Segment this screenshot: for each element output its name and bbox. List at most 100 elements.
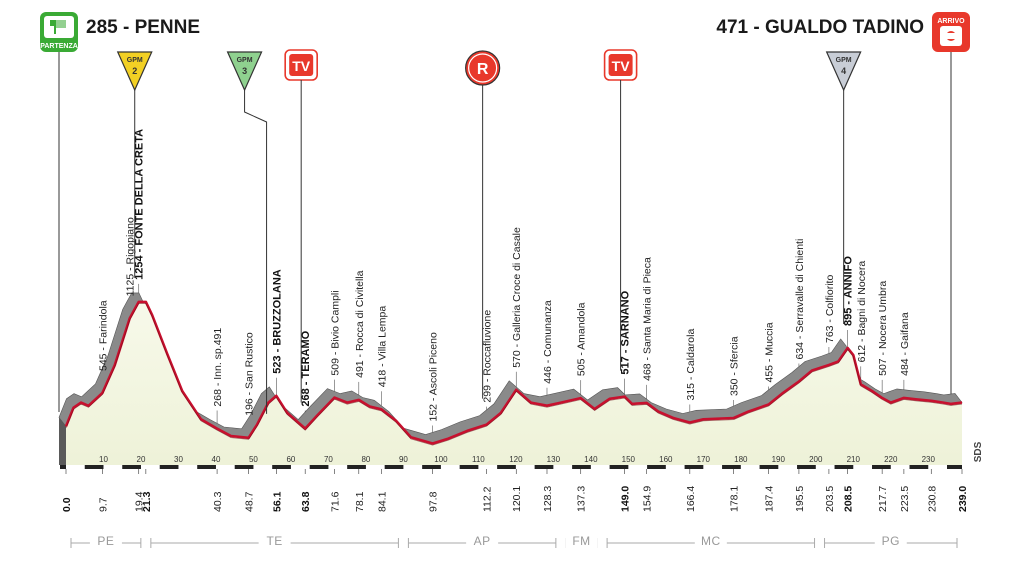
axis-km-segment <box>478 465 498 469</box>
km-label: 223.5 <box>899 486 911 512</box>
axis-tick-label: 170 <box>697 455 711 464</box>
region-label-bg <box>466 532 499 548</box>
gpm-category: 3 <box>242 66 247 76</box>
axis-km-segment <box>778 465 798 469</box>
axis-km-segment <box>515 465 535 469</box>
axis-tick-label: 220 <box>884 455 898 464</box>
start-badge-label: PARTENZA <box>40 43 78 50</box>
km-label: 56.1 <box>271 491 283 512</box>
axis-tick-label: 60 <box>286 455 295 464</box>
r-text: R <box>477 61 489 78</box>
start-city-title: 285 - PENNE <box>86 17 200 38</box>
km-label: 9.7 <box>97 497 109 512</box>
axis-tick-label: 180 <box>734 455 748 464</box>
waypoint-label: 545 - Farindola <box>97 300 109 371</box>
axis-tick-label: 50 <box>249 455 258 464</box>
km-label: 63.8 <box>300 491 312 512</box>
waypoint-label: 1125 - Rigopiano <box>125 217 137 296</box>
region-label: PG <box>882 534 900 548</box>
waypoint-label: 612 - Bagni di Nocera <box>856 261 868 363</box>
km-label: 40.3 <box>212 491 224 512</box>
axis-tick-label: 120 <box>509 455 523 464</box>
tv-screen-icon <box>289 54 314 76</box>
waypoint-label: 484 - Gaifana <box>899 312 911 376</box>
sds-signature: SDS <box>973 441 984 462</box>
gpm-text: GPM <box>836 57 852 64</box>
axis-tick-label: 40 <box>212 455 221 464</box>
gpm-category: 2 <box>132 66 137 76</box>
km-label: 84.1 <box>376 491 388 512</box>
km-label: 230.8 <box>926 486 938 512</box>
waypoint-label: 491 - Rocca di Civitella <box>354 270 366 378</box>
route-line-shadow <box>65 303 963 446</box>
region-label: MC <box>701 534 721 548</box>
waypoint-label: 315 - Caldarola <box>685 329 697 401</box>
waypoint-label: 455 - Muccia <box>764 322 776 382</box>
axis-tick-label: 150 <box>622 455 636 464</box>
km-label: 166.4 <box>685 486 697 512</box>
tv-text: TV <box>612 58 631 74</box>
waypoint-label: 507 - Nocera Umbra <box>877 281 889 376</box>
waypoint-label: 468 - Santa Maria di Pieca <box>642 257 654 381</box>
axis-tick-label: 70 <box>324 455 333 464</box>
km-label: 97.8 <box>428 491 440 512</box>
route-line <box>64 300 963 445</box>
finish-city-title: 471 - GUALDO TADINO <box>716 17 924 38</box>
profile-face <box>66 301 962 465</box>
gpm-text: GPM <box>237 57 253 64</box>
axis-km-segment <box>215 465 235 469</box>
waypoint-label: 517 - SARNANO <box>620 290 632 374</box>
gpm-triangle-icon <box>226 51 263 92</box>
km-label: 112.2 <box>482 486 494 512</box>
region-label-bg <box>258 532 291 548</box>
axis-km-segment <box>928 465 948 469</box>
region-label-bg <box>694 532 727 548</box>
region-label-bg <box>565 532 598 548</box>
axis-km-segment <box>440 465 460 469</box>
gpm-badge: GPM 2 <box>116 51 153 278</box>
axis-baseline <box>60 465 962 469</box>
km-label: 178.1 <box>729 486 741 512</box>
waypoint-label: 523 - BRUZZOLANA <box>271 269 283 374</box>
axis-km-segment <box>740 465 760 469</box>
km-label: 203.5 <box>824 486 836 512</box>
gpm-category: 4 <box>841 66 846 76</box>
gpm-text: GPM <box>127 57 143 64</box>
axis-km-segment <box>628 465 648 469</box>
waypoint-label: 763 - Colfiorito <box>824 275 836 343</box>
km-label: 128.3 <box>542 486 554 512</box>
finish-badge-label: ARRIVO <box>937 18 965 25</box>
km-label: 19.4 <box>134 491 146 512</box>
km-label: 120.1 <box>511 486 523 512</box>
km-label: 217.7 <box>877 486 889 512</box>
waypoint-label: 509 - Bivio Campli <box>329 290 341 375</box>
tv-badge: TV <box>284 49 318 403</box>
axis-tick-label: 190 <box>772 455 786 464</box>
axis-km-segment <box>665 465 685 469</box>
km-label: 195.5 <box>794 486 806 512</box>
region-label: TE <box>266 534 282 548</box>
waypoint-label: 505 - Amandola <box>576 302 588 376</box>
km-label: 21.3 <box>141 491 153 512</box>
r-badge: R <box>465 50 501 399</box>
axis-km-segment <box>328 465 348 469</box>
waypoint-label: 152 - Ascoli Piceno <box>428 332 440 421</box>
gpm-triangle-icon <box>825 51 862 92</box>
tv-text: TV <box>292 58 311 74</box>
waypoint-label: 895 - ANNIFO <box>843 256 855 326</box>
region-label: PE <box>97 534 114 548</box>
waypoint-label: 268 - Inn. sp.491 <box>212 328 224 407</box>
axis-km-segment <box>140 465 160 469</box>
waypoint-label: 446 - Comunanza <box>542 300 554 384</box>
waypoint-label: 1254 - FONTE DELLA CRETA <box>134 129 146 280</box>
axis-tick-label: 30 <box>174 455 183 464</box>
axis-km-segment <box>853 465 873 469</box>
start-marker: PARTENZA 285 - PENNE <box>40 12 200 52</box>
finish-marker: 471 - GUALDO TADINO ARRIVO <box>716 12 970 52</box>
region-label: FM <box>572 534 590 548</box>
axis-km-segment <box>403 465 423 469</box>
axis-tick-label: 210 <box>847 455 861 464</box>
axis-km-segment <box>103 465 123 469</box>
